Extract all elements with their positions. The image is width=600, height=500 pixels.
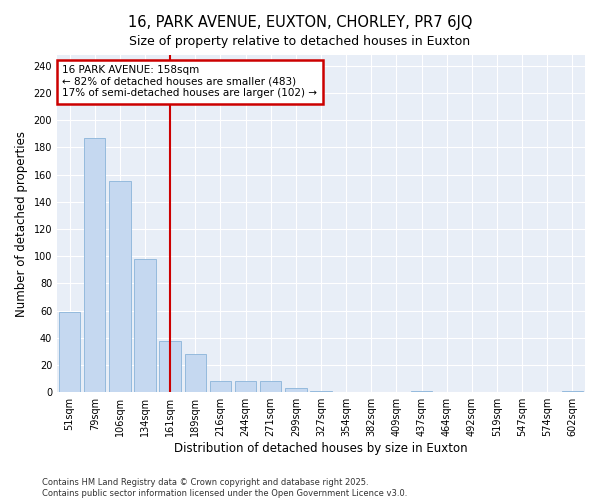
Bar <box>185 354 206 392</box>
Bar <box>84 138 106 392</box>
Text: Contains HM Land Registry data © Crown copyright and database right 2025.
Contai: Contains HM Land Registry data © Crown c… <box>42 478 407 498</box>
Bar <box>310 391 332 392</box>
Bar <box>411 391 432 392</box>
Bar <box>59 312 80 392</box>
Text: 16, PARK AVENUE, EUXTON, CHORLEY, PR7 6JQ: 16, PARK AVENUE, EUXTON, CHORLEY, PR7 6J… <box>128 15 472 30</box>
Bar <box>260 382 281 392</box>
Bar <box>210 382 231 392</box>
X-axis label: Distribution of detached houses by size in Euxton: Distribution of detached houses by size … <box>174 442 468 455</box>
Bar <box>285 388 307 392</box>
Bar <box>160 340 181 392</box>
Bar <box>235 382 256 392</box>
Text: Size of property relative to detached houses in Euxton: Size of property relative to detached ho… <box>130 35 470 48</box>
Bar <box>562 391 583 392</box>
Bar <box>109 182 131 392</box>
Bar <box>134 259 156 392</box>
Y-axis label: Number of detached properties: Number of detached properties <box>15 130 28 316</box>
Text: 16 PARK AVENUE: 158sqm
← 82% of detached houses are smaller (483)
17% of semi-de: 16 PARK AVENUE: 158sqm ← 82% of detached… <box>62 65 317 98</box>
